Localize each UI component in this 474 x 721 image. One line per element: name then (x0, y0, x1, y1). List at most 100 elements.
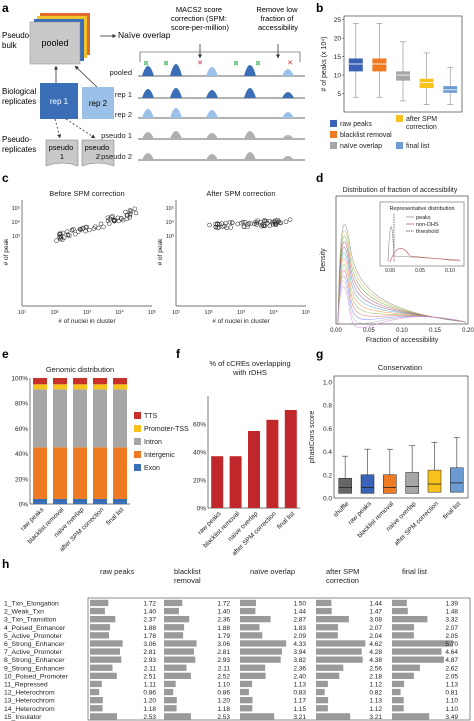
c-2-xtick-1: 10¹ (172, 310, 180, 316)
peak-1-1 (142, 66, 154, 76)
d-xtick-1: 0.00 (330, 328, 342, 334)
h-bar-15-3 (240, 713, 275, 720)
c-1-point-57 (107, 216, 113, 222)
c-title-2: After SPM correction (206, 189, 275, 198)
h-row-label-9: 9_Strong_Enhancer (4, 665, 65, 672)
c-ylabel-1: # of peak (3, 238, 10, 265)
h-bar-13-5 (392, 697, 404, 704)
b-ytick-label-2: 10 (334, 73, 342, 80)
peak-5-4 (244, 152, 256, 160)
e-legend-swatch-4 (134, 451, 141, 458)
f-title-line1: % of cCREs overlapping (209, 359, 290, 368)
c-2-point-47 (263, 218, 269, 224)
c-2-point-39 (220, 224, 226, 230)
h-bar-15-2 (164, 713, 191, 720)
d-axes-frame (335, 195, 469, 325)
b-legend-label-1: raw peaks (340, 121, 372, 128)
h-row-label-7: 7_Active_Promoter (4, 649, 63, 656)
peak-5-5 (282, 156, 294, 160)
h-value-12-2: 0.86 (217, 690, 230, 697)
h-bar-3-2 (164, 616, 190, 623)
g-box-3 (383, 474, 397, 494)
f-ytick-2: 20% (193, 478, 206, 485)
h-value-7-5: 4.64 (445, 649, 458, 656)
peak-tracks: pooled rep 1 rep 2 pseudo 1 pseudo 2 ⊠ ⊠ ✕ ⊠ ⊠ ✕ (101, 60, 305, 161)
c-1-point-10 (101, 224, 106, 230)
e-ytick-5: 80% (15, 401, 28, 408)
c-2-xtick-3: 10³ (237, 310, 245, 316)
c-2-point-41 (254, 220, 259, 226)
c-1-point-55 (112, 218, 117, 224)
track-label-4: pseudo 1 (101, 131, 132, 140)
arrow-rep2-pooled (74, 65, 98, 88)
c-1-point-48 (60, 230, 66, 236)
h-value-1-2: 1.72 (217, 601, 230, 608)
naive-overlap-label: Naïve overlap (118, 30, 171, 40)
h-bar-1-2 (164, 599, 183, 607)
e-legend-swatch-3 (134, 438, 141, 445)
e-legend-label-3: Intron (144, 439, 162, 446)
peak-4-4 (244, 131, 256, 139)
h-value-2-3: 1.44 (293, 609, 306, 616)
panel-label-c: c (2, 171, 9, 185)
h-col-header-3-line1: naïve overlap (250, 567, 295, 576)
h-value-9-1: 2.11 (144, 665, 157, 672)
h-value-9-5: 2.62 (445, 665, 458, 672)
h-row-label-5: 5_Active_Promoter (4, 633, 63, 640)
c-2-point-34 (272, 221, 278, 227)
h-bar-10-3 (240, 672, 266, 679)
pseudo2-label-line2: 2 (96, 152, 100, 161)
c-1-point-59 (65, 232, 71, 238)
f-bar-3 (248, 431, 260, 508)
peak-2-4 (244, 88, 256, 98)
h-value-14-3: 1.15 (293, 706, 306, 713)
h-bar-7-5 (392, 648, 442, 655)
h-bar-3-5 (392, 616, 428, 623)
h-col-header-4-line1: after SPM (326, 567, 359, 576)
c-2-point-23 (235, 221, 240, 227)
chart-e-stacked: Genomic distribution0%20%40%60%80%100%ra… (11, 365, 189, 553)
h-value-13-4: 1.13 (369, 698, 382, 705)
h-bar-5-2 (164, 632, 184, 639)
h-bar-2-2 (164, 607, 179, 615)
check-icon-1: ⊠ (143, 61, 148, 67)
h-value-9-2: 2.11 (218, 665, 231, 672)
b-ytick-label-1: 5 (337, 91, 341, 98)
h-value-1-4: 1.44 (369, 601, 382, 608)
e-bar-5-intron (113, 389, 127, 448)
e-legend-swatch-1 (134, 412, 141, 419)
h-col-header-2-line2: removal (174, 576, 201, 585)
h-bar-11-4 (316, 680, 328, 688)
h-col-header-4-line2: correction (326, 576, 359, 585)
c-1-point-32 (107, 221, 112, 226)
e-bar-3-intron (73, 389, 87, 448)
label-pseudo-reps-line2: replicates (2, 145, 36, 154)
panel-g: g Conservation phastCons score 0.0 0.2 0.4 0.… (309, 347, 469, 547)
h-bar-12-2 (164, 688, 174, 696)
c-2-point-4 (213, 221, 218, 227)
c-1-point-50 (58, 234, 63, 239)
c-1-point-34 (76, 229, 81, 234)
f-title-line2: with rDHS (232, 368, 267, 377)
c-1-point-18 (98, 221, 104, 227)
chart-b-boxplot: 5 10 15 20 25 # of peaks (x 10⁴) raw peaks blac… (321, 15, 463, 150)
h-row-label-15: 15_Insulator (4, 714, 42, 721)
d-xtick-4: 0.15 (429, 328, 441, 334)
d-density-curve-2 (337, 230, 467, 325)
h-bar-13-2 (164, 697, 177, 704)
c-2-point-56 (258, 219, 263, 225)
label-pseudo-bulk-line2: bulk (2, 41, 18, 50)
h-value-8-5: 4.87 (445, 657, 458, 664)
h-bar-12-1 (90, 688, 100, 696)
c-1-point-21 (132, 206, 138, 212)
d-density-curve-11 (337, 280, 467, 325)
f-bar-2 (229, 456, 242, 508)
g-title: Conservation (378, 363, 422, 372)
h-value-8-2: 2.93 (217, 657, 230, 664)
h-value-10-1: 2.51 (143, 673, 156, 680)
h-value-12-4: 0.82 (369, 690, 382, 697)
macs2-label-line3: score-per-million) (171, 23, 229, 32)
peak-2-2 (170, 88, 182, 98)
peak-1-5 (282, 69, 294, 76)
